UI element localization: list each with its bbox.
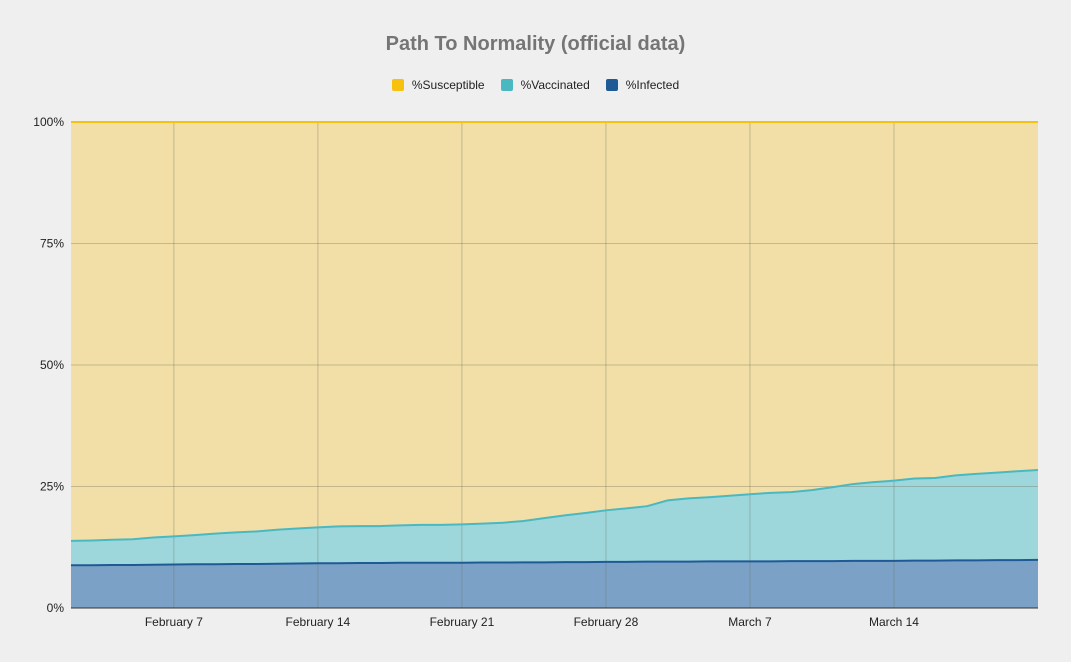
x-tick-label: February 14 [286,615,351,629]
y-tick-label: 50% [40,358,64,372]
legend-swatch [391,79,404,91]
x-tick-label: March 14 [869,615,919,629]
x-tick-label: March 7 [728,615,772,629]
y-tick-label: 25% [40,480,64,494]
legend-item[interactable]: %Susceptible [391,78,485,92]
x-tick-label: February 7 [145,615,203,629]
x-tick-label: February 28 [574,615,639,629]
legend-label: %Infected [625,78,680,92]
area-susceptible [71,122,1038,541]
legend-item[interactable]: %Vaccinated [500,78,590,92]
y-tick-label: 0% [47,601,65,615]
x-tick-label: February 21 [430,615,495,629]
legend-item[interactable]: %Infected [605,78,680,92]
y-tick-label: 75% [40,237,64,251]
chart-title: Path To Normality (official data) [385,33,686,55]
legend-label: %Vaccinated [520,78,590,92]
area-infected [71,559,1038,608]
line-infected [71,558,1039,567]
legend-swatch [500,79,513,91]
legend-swatch [605,79,618,91]
legend: %Susceptible %Vaccinated %Infected [0,78,1071,92]
line-vaccinated [70,468,1039,542]
legend-label: %Susceptible [411,78,485,92]
y-tick-label: 100% [33,115,64,129]
